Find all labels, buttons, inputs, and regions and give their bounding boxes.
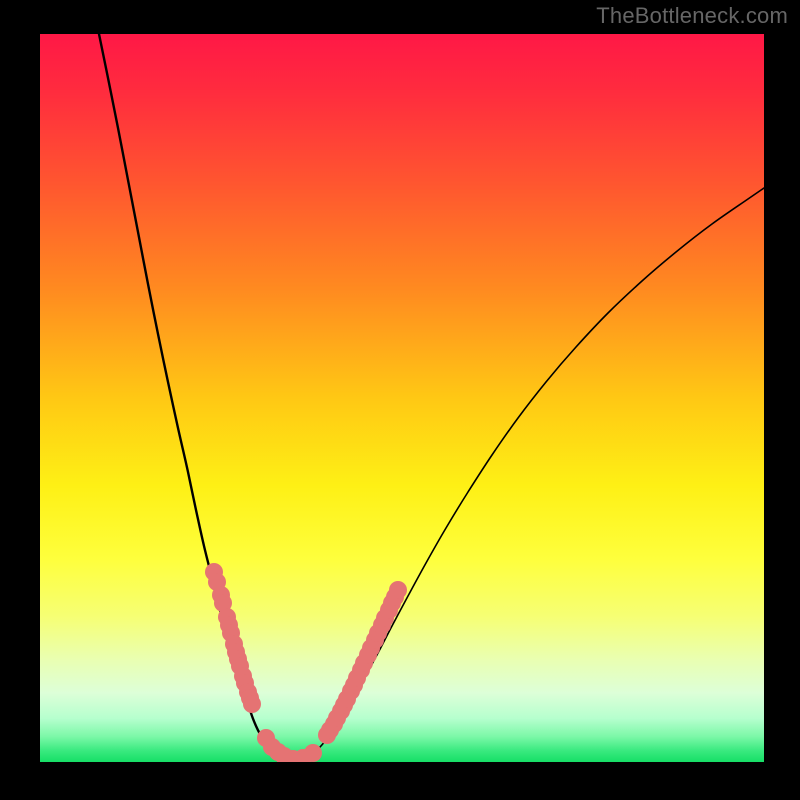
watermark-text: TheBottleneck.com bbox=[596, 3, 788, 29]
chart-svg bbox=[0, 0, 800, 800]
marker-point bbox=[389, 581, 407, 599]
chart-container: TheBottleneck.com bbox=[0, 0, 800, 800]
marker-point bbox=[304, 744, 322, 762]
marker-point bbox=[243, 695, 261, 713]
plot-background bbox=[40, 34, 764, 762]
